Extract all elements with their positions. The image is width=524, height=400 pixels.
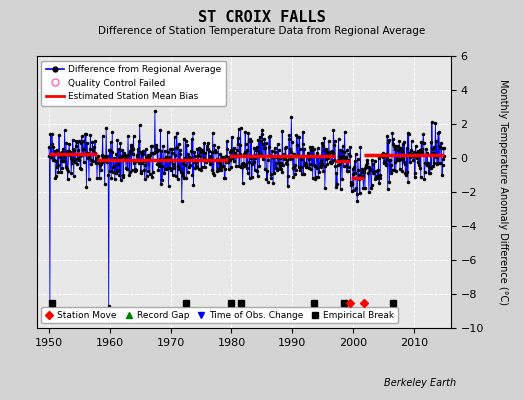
- Y-axis label: Monthly Temperature Anomaly Difference (°C): Monthly Temperature Anomaly Difference (…: [498, 79, 508, 305]
- Text: Difference of Station Temperature Data from Regional Average: Difference of Station Temperature Data f…: [99, 26, 425, 36]
- Legend: Station Move, Record Gap, Time of Obs. Change, Empirical Break: Station Move, Record Gap, Time of Obs. C…: [41, 307, 398, 324]
- Text: ST CROIX FALLS: ST CROIX FALLS: [198, 10, 326, 25]
- Text: Berkeley Earth: Berkeley Earth: [384, 378, 456, 388]
